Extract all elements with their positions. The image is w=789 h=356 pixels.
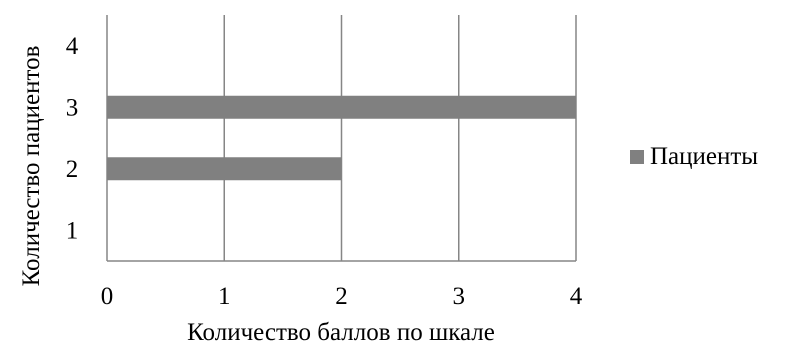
y-tick-label-3: 3 [66,94,79,121]
legend-swatch [630,150,644,164]
y-tick-label-1: 1 [66,217,79,244]
bar-2 [107,157,342,181]
gridlines [106,15,577,261]
y-tick-labels: 1 2 3 4 [66,33,79,245]
x-tick-label-2: 2 [335,283,348,310]
legend-label: Пациенты [650,143,759,170]
y-tick-label-4: 4 [66,33,79,60]
x-tick-label-3: 3 [453,283,466,310]
y-tick-label-2: 2 [66,156,79,183]
bar-3 [107,95,576,119]
x-tick-label-4: 4 [570,283,583,310]
x-tick-labels: 0 1 2 3 4 [101,283,583,310]
legend: Пациенты [630,143,758,171]
x-tick-label-0: 0 [101,283,114,310]
bars [107,95,576,181]
y-axis-title: Количество пациентов [18,46,45,287]
x-axis-title: Количество баллов по шкале [187,319,495,346]
x-tick-label-1: 1 [218,283,231,310]
